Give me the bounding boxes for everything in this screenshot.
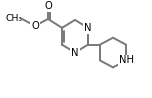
Text: NH: NH (119, 55, 133, 65)
Text: N: N (71, 48, 79, 58)
Text: O: O (44, 1, 52, 11)
Text: N: N (84, 23, 92, 33)
Text: O: O (31, 21, 39, 31)
Text: CH₃: CH₃ (5, 14, 22, 23)
